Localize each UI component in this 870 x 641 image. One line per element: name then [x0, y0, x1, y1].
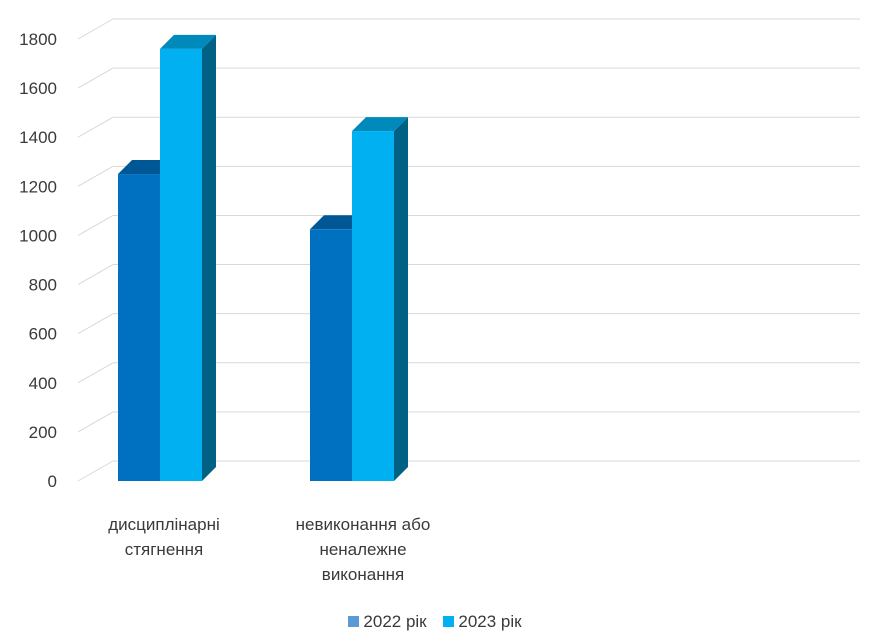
y-tick-label: 1800: [19, 30, 57, 49]
x-category-label-line: неналежне: [319, 540, 406, 559]
legend-label-2023: 2023 рік: [458, 612, 522, 631]
bar: [160, 34, 216, 481]
bar-front: [160, 48, 202, 481]
y-tick-label: 1400: [19, 128, 57, 147]
y-tick-label: 1000: [19, 226, 57, 245]
bar: [352, 117, 408, 482]
gridline-diag: [77, 116, 114, 138]
bar-front: [352, 131, 394, 482]
x-category-label: невиконання або неналежне виконання: [296, 515, 431, 584]
y-axis: 0 200 400 600 800 1000 1200 1400 1600 1800: [19, 30, 57, 491]
gridline-diag: [77, 264, 114, 285]
y-tick-label: 0: [48, 472, 57, 491]
gridline-diag: [77, 313, 114, 335]
gridline-diag: [77, 411, 114, 433]
x-axis: дисциплінарні стягнення невиконання або нен…: [108, 515, 430, 584]
bar-top: [160, 34, 216, 49]
bar-side: [394, 117, 408, 481]
bar-side: [202, 34, 216, 481]
legend-swatch-2023: [443, 616, 455, 627]
y-tick-label: 800: [29, 276, 57, 295]
gridline-diag: [77, 165, 114, 187]
gridline-diag: [77, 460, 114, 482]
gridline-diag: [77, 18, 114, 40]
bar-front: [310, 229, 352, 481]
gridline-diag: [77, 67, 114, 89]
y-tick-label: 400: [29, 374, 57, 393]
legend-label-2022: 2022 рік: [363, 612, 427, 631]
y-tick-label: 600: [29, 325, 57, 344]
bars: [118, 34, 408, 482]
gridline-diag: [77, 362, 114, 384]
y-tick-label: 200: [29, 423, 57, 442]
legend-item-2023: 2023 рік: [443, 612, 522, 632]
legend: 2022 рік 2023 рік: [0, 612, 870, 632]
bar-front: [118, 174, 160, 482]
x-category-label-line: дисциплінарні: [108, 515, 220, 534]
x-category-label-line: виконання: [322, 565, 404, 584]
x-category-label: дисциплінарні стягнення: [108, 515, 220, 559]
gridline-diag: [77, 215, 114, 236]
y-tick-label: 1200: [19, 177, 57, 196]
y-tick-label: 1600: [19, 79, 57, 98]
legend-swatch-2022: [348, 616, 360, 627]
legend-item-2022: 2022 рік: [348, 612, 427, 632]
gridlines: [77, 18, 860, 482]
x-category-label-line: стягнення: [125, 540, 204, 559]
x-category-label-line: невиконання або: [296, 515, 431, 534]
bar-top: [352, 117, 408, 132]
